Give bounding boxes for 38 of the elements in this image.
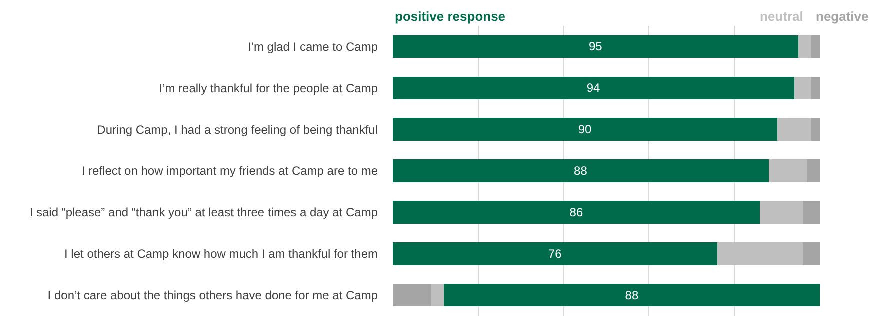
bar [807,160,820,182]
bar [393,201,760,224]
data-label: 95 [588,40,603,54]
bar [393,76,794,100]
bar [811,76,820,100]
data-label: 88 [625,288,639,302]
y-tick-label: I don’t care about the things others have done for me at Camp [48,288,378,302]
bar [794,76,812,100]
data-label: 94 [586,81,601,96]
series-label: positive response [395,9,506,24]
y-tick-label: During Camp, I had a strong feeling of being thankful [97,122,378,137]
bar [393,35,799,58]
bar [811,35,820,58]
bar [777,118,812,141]
bar [802,201,820,224]
y-tick-label: I’m glad I came to Camp [248,40,378,54]
bar [768,160,808,182]
y-tick-label: I reflect on how important my friends at Camp are to me [82,164,378,178]
data-label: 86 [570,205,584,220]
series-label: negative [816,9,869,24]
y-tick-label: I let others at Camp know how much I am thankful for them [64,247,378,262]
data-label: 88 [574,164,588,178]
bar [431,284,444,307]
bar [811,118,820,141]
y-tick-label: I said “please” and “thank you” at least three times a day at Camp [30,206,378,220]
bar [718,242,803,266]
data-label: 90 [578,122,592,137]
y-tick-label: I’m really thankful for the people at Camp [159,81,378,96]
bar [393,242,718,266]
bar [760,201,803,224]
bar [802,242,820,266]
bar [444,284,820,307]
bar [798,35,812,58]
bar [393,284,432,307]
bar [393,118,778,141]
bar [393,160,769,182]
series-label: neutral [760,9,804,24]
data-label: 76 [548,246,562,261]
